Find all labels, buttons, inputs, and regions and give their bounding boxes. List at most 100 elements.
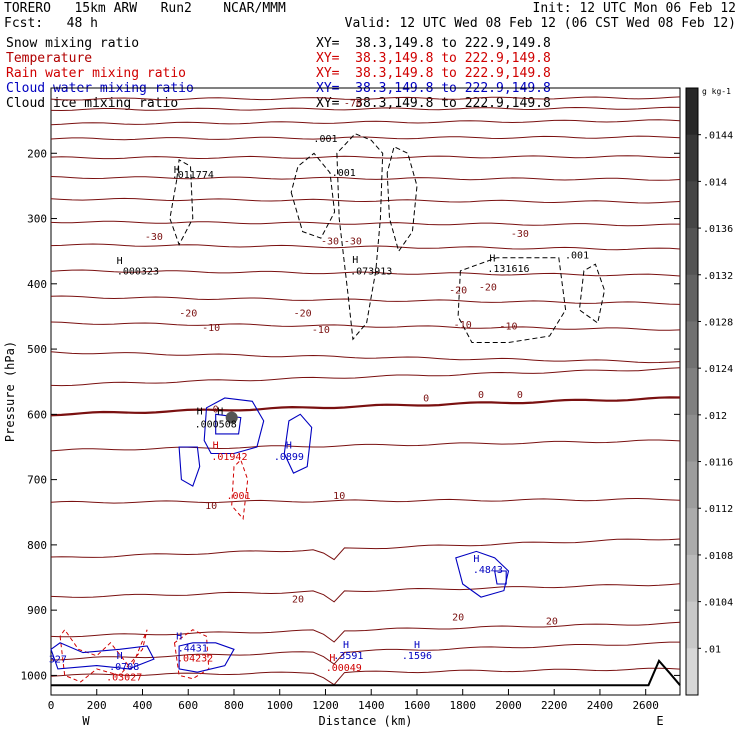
isotherm-line <box>50 439 681 452</box>
x-tick-label: 0 <box>48 699 55 712</box>
isotherm-label: -30 <box>344 237 362 248</box>
y-tick-label: 700 <box>27 474 47 487</box>
ice-contour <box>578 263 606 324</box>
isotherm-label: -10 <box>499 321 517 332</box>
maximum-marker: H <box>352 255 358 266</box>
colorbar-segment <box>686 181 698 229</box>
colorbar-segment <box>686 414 698 463</box>
valid-time: Valid: 12 UTC Wed 08 Feb 12 (06 CST Wed … <box>344 16 736 31</box>
colorbar-label: .0132 <box>703 271 733 282</box>
colorbar-segment <box>686 368 698 416</box>
extremum-value: .001 <box>227 491 251 502</box>
extremum-value: .00049 <box>326 663 362 674</box>
plot-frame <box>50 87 681 696</box>
extremum-value: .073913 <box>350 267 392 278</box>
extremum-value: .4431 <box>178 643 208 654</box>
cloud-water-contour <box>178 446 201 487</box>
isotherm-line <box>50 583 681 603</box>
rain-contour <box>59 628 148 683</box>
isotherm-label: -20 <box>479 282 497 293</box>
colorbar-segment <box>686 321 698 369</box>
snow-maximum-blob <box>225 411 238 424</box>
colorbar-label: .012 <box>703 411 727 422</box>
isotherm-label: 0 <box>478 390 484 401</box>
terrain-line <box>50 658 681 687</box>
east-endpoint: E <box>656 714 663 728</box>
isotherm-line <box>50 295 681 305</box>
isotherm-label: -20 <box>294 308 312 319</box>
isotherm-label: 10 <box>205 501 217 512</box>
model-name: TORERO <box>4 1 51 16</box>
maximum-marker: H <box>174 165 180 176</box>
extremum-value: .001 <box>313 134 337 145</box>
isotherm-line <box>50 176 681 181</box>
maximum-marker: H <box>197 406 203 417</box>
extremum-value: .4843 <box>473 565 503 576</box>
maximum-marker: H <box>473 554 479 565</box>
ice-contour <box>386 145 418 253</box>
y-tick-label: 300 <box>27 213 47 226</box>
extremum-value: .3591 <box>333 651 363 662</box>
extremum-value: .04232 <box>177 654 213 665</box>
colorbar-frame <box>685 87 699 696</box>
field-name: Rain water mixing ratio <box>6 66 187 81</box>
isotherm-label: -30 <box>321 237 339 248</box>
x-tick-label: 1400 <box>358 699 385 712</box>
colorbar-segment <box>686 274 698 322</box>
colorbar-label: .0144 <box>703 131 733 142</box>
extremum-value: .000508 <box>195 419 237 430</box>
isotherm-label: 20 <box>452 613 464 624</box>
colorbar-segment <box>686 554 698 603</box>
resolution: 15km ARW <box>74 1 138 16</box>
x-tick-label: 2600 <box>632 699 659 712</box>
extremum-value: .000323 <box>117 267 159 278</box>
isotherm-label: -10 <box>202 323 220 334</box>
x-tick-label: 1800 <box>449 699 476 712</box>
maximum-marker: H <box>217 406 223 417</box>
isotherm-line <box>50 621 681 643</box>
y-tick-label: 200 <box>27 147 47 160</box>
field-xy: XY= 38.3,149.8 to 222.9,149.8 <box>316 66 551 81</box>
isotherm-label: 10 <box>333 491 345 502</box>
isotherm-line <box>50 197 681 204</box>
isotherm-line <box>50 135 681 141</box>
isotherm-label: -10 <box>454 320 472 331</box>
x-tick-label: 1200 <box>312 699 339 712</box>
y-tick-label: 800 <box>27 539 47 552</box>
y-tick-label: 1000 <box>21 669 48 682</box>
colorbar-label: .0136 <box>703 224 733 235</box>
x-tick-label: 2000 <box>495 699 522 712</box>
isotherm-line <box>50 269 681 277</box>
maximum-marker: H <box>117 256 123 267</box>
maximum-marker: H <box>117 651 123 662</box>
init-time: Init: 12 UTC Mon 06 Feb 12 <box>532 1 737 16</box>
extremum-value: .0899 <box>274 452 304 463</box>
colorbar-segment <box>686 88 698 136</box>
x-tick-label: 1000 <box>266 699 293 712</box>
colorbar-segment <box>686 228 698 276</box>
colorbar-label: .014 <box>703 177 727 188</box>
colorbar-segment <box>686 508 698 556</box>
x-tick-label: 200 <box>87 699 107 712</box>
isotherm-label: -20 <box>449 286 467 297</box>
y-axis-title: Pressure (hPa) <box>3 341 17 442</box>
colorbar-unit: g kg-1 <box>702 87 731 96</box>
y-tick-label: 500 <box>27 343 47 356</box>
maximum-marker: H <box>414 640 420 651</box>
isotherm-line <box>50 106 681 112</box>
y-tick-label: 900 <box>27 604 47 617</box>
colorbar-label: .0128 <box>703 317 733 328</box>
cloud-water-contour <box>50 642 155 670</box>
ice-contour <box>457 257 567 343</box>
cloud-water-contour <box>283 413 313 474</box>
maximum-marker: H <box>176 632 182 643</box>
isotherm-line <box>50 119 681 126</box>
x-tick-label: 1600 <box>404 699 431 712</box>
org: NCAR/MMM <box>223 1 286 16</box>
isotherm-line <box>50 351 681 364</box>
extremum-value: .001 <box>332 168 356 179</box>
extremum-value: .001 <box>565 250 589 261</box>
isotherm-label: 0 <box>213 404 219 415</box>
isotherm-label: 20 <box>546 617 558 628</box>
isotherm-line <box>50 538 681 561</box>
